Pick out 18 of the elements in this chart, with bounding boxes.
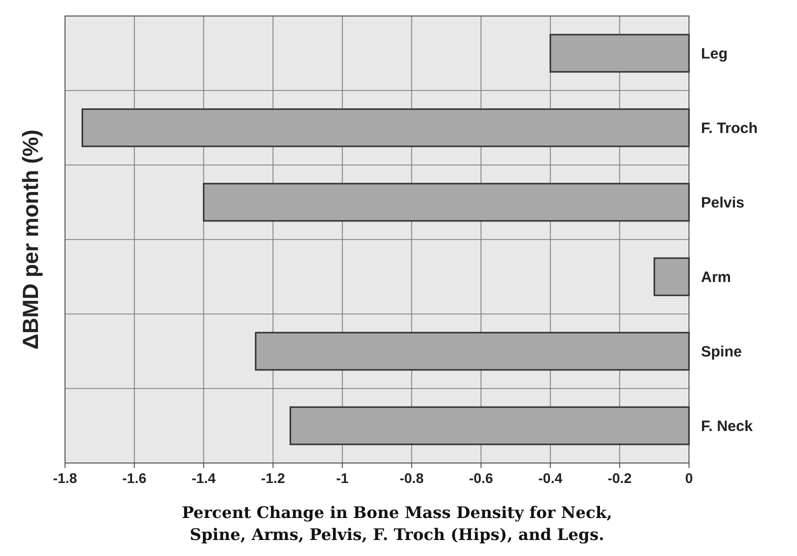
y-tick-label: F. Troch — [701, 120, 758, 137]
x-tick-label: -1 — [336, 470, 349, 486]
y-tick-label: F. Neck — [701, 418, 754, 435]
x-tick-label: -1.6 — [122, 470, 147, 486]
y-tick-label: Arm — [701, 269, 732, 286]
x-tick-label: -1.4 — [192, 470, 216, 486]
text: Percent Change in Bone Mass Density for Neck, Spine, Arms, Pelvis, F. Troch (Hips), and Legs. — [182, 503, 612, 544]
y-tick-label: Leg — [701, 46, 728, 62]
x-tick-label: -1.8 — [52, 470, 78, 486]
x-tick-label: -1.2 — [260, 470, 286, 486]
y-tick-label: Pelvis — [701, 194, 744, 212]
y-axis-title: ΔBMD per month (%) — [18, 130, 43, 350]
x-tick-label: 0 — [685, 470, 694, 486]
x-tick-label: -0.2 — [608, 470, 632, 486]
x-tick-label: -0.6 — [468, 470, 494, 486]
x-tick-label: -0.4 — [538, 470, 563, 486]
x-tick-label: -0.8 — [400, 470, 424, 486]
y-tick-label: Spine — [701, 344, 742, 360]
